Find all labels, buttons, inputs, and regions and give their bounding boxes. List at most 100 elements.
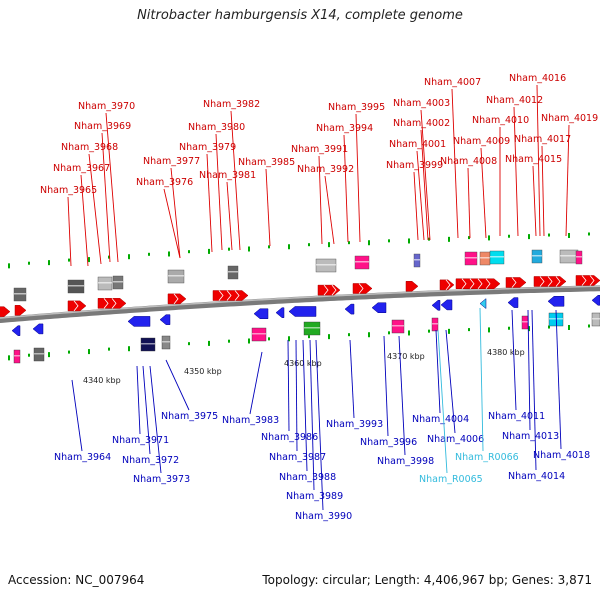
- gene-label-top[interactable]: Nham_4010: [472, 115, 529, 126]
- gene-label-bottom[interactable]: Nham_3975: [161, 411, 218, 422]
- gene-label-top[interactable]: Nham_3977: [143, 156, 200, 167]
- forward-gene-arrow[interactable]: [317, 284, 341, 296]
- gene-label-bottom[interactable]: Nham_3990: [295, 511, 352, 522]
- gene-leader-line: [541, 145, 545, 237]
- reverse-gene-arrow[interactable]: [431, 300, 441, 311]
- scale-tick-top: [508, 234, 510, 238]
- reverse-gene-arrow[interactable]: [371, 302, 387, 313]
- gene-label-bottom[interactable]: Nham_3971: [112, 435, 169, 446]
- gene-leader-line: [226, 181, 233, 251]
- gene-label-bottom[interactable]: Nham_3998: [377, 456, 434, 467]
- gene-label-top[interactable]: Nham_3969: [74, 121, 131, 132]
- reverse-gene-arrow[interactable]: [253, 308, 269, 319]
- gene-label-bottom[interactable]: Nham_R0066: [455, 452, 519, 463]
- feature-box-band: [98, 282, 112, 284]
- gene-label-top[interactable]: Nham_4012: [486, 95, 543, 106]
- gene-label-bottom[interactable]: Nham_3972: [122, 455, 179, 466]
- gene-label-top[interactable]: Nham_4009: [453, 136, 510, 147]
- gene-label-bottom[interactable]: Nham_3988: [279, 472, 336, 483]
- gene-label-top[interactable]: Nham_4007: [424, 77, 481, 88]
- gene-label-top[interactable]: Nham_4015: [505, 154, 562, 165]
- gene-label-top[interactable]: Nham_3981: [199, 170, 256, 181]
- gene-label-top[interactable]: Nham_3982: [203, 99, 260, 110]
- reverse-gene-arrow[interactable]: [159, 314, 171, 325]
- feature-box-band: [316, 264, 336, 266]
- reverse-gene-arrow[interactable]: [288, 306, 317, 317]
- gene-label-top[interactable]: Nham_3970: [78, 101, 135, 112]
- reverse-gene-arrow[interactable]: [591, 295, 600, 306]
- gene-label-top[interactable]: Nham_3965: [40, 185, 97, 196]
- forward-gene-arrow[interactable]: [97, 298, 127, 309]
- gene-label-bottom[interactable]: Nham_3986: [261, 432, 318, 443]
- gene-label-bottom[interactable]: Nham_3983: [222, 415, 279, 426]
- gene-leader-line: [165, 359, 190, 411]
- reverse-gene-arrow[interactable]: [11, 325, 21, 336]
- gene-label-bottom[interactable]: Nham_4018: [533, 450, 590, 461]
- forward-gene-arrow[interactable]: [14, 305, 27, 316]
- forward-gene-arrow[interactable]: [455, 278, 501, 290]
- arrow-chevron: [358, 283, 364, 294]
- gene-label-top[interactable]: Nham_4016: [509, 73, 566, 84]
- gene-label-bottom[interactable]: Nham_4006: [427, 434, 484, 445]
- arrow-chevron: [234, 290, 240, 301]
- gene-label-bottom[interactable]: Nham_3964: [54, 452, 111, 463]
- reverse-gene-arrow[interactable]: [344, 303, 355, 315]
- gene-label-bottom[interactable]: Nham_3989: [286, 491, 343, 502]
- gene-label-top[interactable]: Nham_4019: [541, 113, 598, 124]
- reverse-gene-arrow[interactable]: [127, 316, 151, 327]
- reverse-gene-arrow[interactable]: [275, 307, 285, 318]
- gene-label-top[interactable]: Nham_3999: [386, 160, 443, 171]
- scale-tick-bottom: [228, 339, 230, 343]
- gene-label-top[interactable]: Nham_3980: [188, 122, 245, 133]
- gene-leader-line: [287, 339, 290, 432]
- scale-tick-bottom: [268, 337, 270, 341]
- feature-box-band: [355, 261, 369, 263]
- reverse-gene-arrow[interactable]: [479, 298, 487, 310]
- reverse-gene-arrow[interactable]: [440, 299, 453, 311]
- arrow-chevron: [173, 293, 179, 305]
- arrow-chevron: [226, 290, 232, 301]
- gene-label-top[interactable]: Nham_4017: [514, 134, 571, 145]
- forward-gene-arrow[interactable]: [439, 279, 455, 291]
- gene-label-bottom[interactable]: Nham_3987: [269, 452, 326, 463]
- gene-label-top[interactable]: Nham_3994: [316, 123, 373, 134]
- gene-label-top[interactable]: Nham_4003: [393, 98, 450, 109]
- kbp-tick-label: 4340 kbp: [83, 376, 121, 385]
- gene-label-top[interactable]: Nham_3976: [136, 177, 193, 188]
- gene-leader-line: [480, 147, 487, 239]
- gene-label-top[interactable]: Nham_3968: [61, 142, 118, 153]
- gene-label-top[interactable]: Nham_3991: [291, 144, 348, 155]
- gene-leader-line: [67, 196, 72, 267]
- forward-gene-arrow[interactable]: [167, 293, 187, 305]
- gene-label-bottom[interactable]: Nham_R0065: [419, 474, 483, 485]
- scale-tick-top: [28, 261, 30, 265]
- gene-label-top[interactable]: Nham_3985: [238, 157, 295, 168]
- arrow-chevron: [477, 278, 483, 290]
- forward-gene-arrow[interactable]: [0, 306, 11, 317]
- gene-label-top[interactable]: Nham_3979: [179, 142, 236, 153]
- reverse-gene-arrow[interactable]: [507, 297, 519, 308]
- gene-label-bottom[interactable]: Nham_3973: [133, 474, 190, 485]
- gene-label-top[interactable]: Nham_4001: [389, 139, 446, 150]
- gene-label-top[interactable]: Nham_3992: [297, 164, 354, 175]
- gene-label-bottom[interactable]: Nham_4013: [502, 431, 559, 442]
- forward-gene-arrow[interactable]: [405, 281, 419, 292]
- gene-label-top[interactable]: Nham_3967: [53, 163, 110, 174]
- forward-gene-arrow[interactable]: [575, 275, 600, 286]
- gene-leader-line: [309, 339, 315, 491]
- gene-label-bottom[interactable]: Nham_4011: [488, 411, 545, 422]
- gene-label-top[interactable]: Nham_4008: [440, 156, 497, 167]
- forward-gene-arrow[interactable]: [533, 276, 567, 287]
- gene-leader-line: [555, 309, 562, 450]
- gene-leader-line: [355, 113, 361, 243]
- gene-leader-line: [445, 329, 456, 434]
- gene-leader-line: [467, 167, 471, 239]
- reverse-gene-arrow[interactable]: [32, 323, 44, 335]
- forward-gene-arrow[interactable]: [67, 300, 87, 312]
- gene-label-top[interactable]: Nham_3995: [328, 102, 385, 113]
- gene-label-bottom[interactable]: Nham_3996: [360, 437, 417, 448]
- gene-label-bottom[interactable]: Nham_4014: [508, 471, 565, 482]
- gene-label-bottom[interactable]: Nham_4004: [412, 414, 469, 425]
- gene-label-bottom[interactable]: Nham_3993: [326, 419, 383, 430]
- reverse-gene-arrow[interactable]: [547, 296, 565, 307]
